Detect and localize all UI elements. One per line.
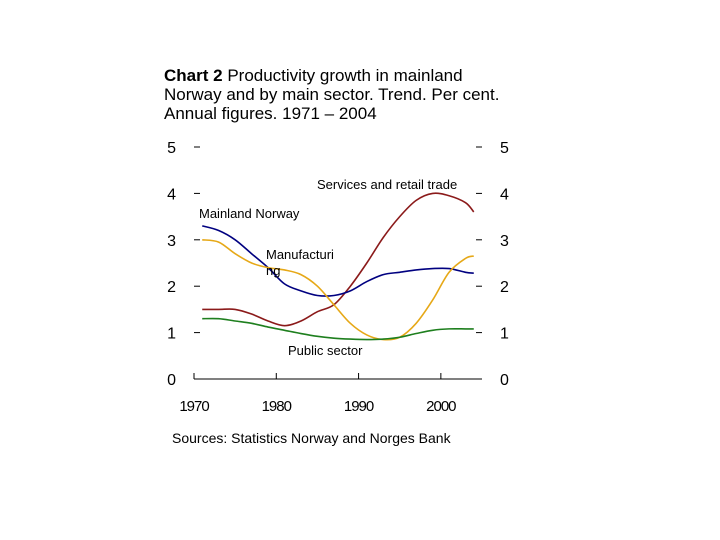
series-line-mainland-norway bbox=[202, 225, 474, 297]
x-tick-label: 1970 bbox=[179, 398, 209, 415]
series-label-line: ng bbox=[266, 263, 280, 278]
y-tick-label-right: 0 bbox=[500, 372, 509, 389]
series-line-manufacturing bbox=[202, 239, 474, 341]
chart-source: Sources: Statistics Norway and Norges Ba… bbox=[172, 430, 451, 446]
chart-number: Chart 2 bbox=[164, 66, 223, 85]
y-tick-label-right: 1 bbox=[500, 326, 509, 343]
series-label-line: Manufacturi bbox=[266, 247, 334, 262]
series-label-line: Public sector bbox=[288, 343, 363, 358]
chart-axes: 0 0 1 1 2 2 3 3 4 4 5 5 1970 1980 1990 2000 bbox=[167, 140, 509, 415]
y-tick-label-left: 5 bbox=[167, 140, 176, 157]
y-tick-label-left: 1 bbox=[167, 326, 176, 343]
x-tick-label: 1980 bbox=[262, 398, 292, 415]
y-tick-label-right: 5 bbox=[500, 140, 509, 157]
series-label-line: Services and retail trade bbox=[317, 177, 457, 192]
x-tick-label: 1990 bbox=[344, 398, 374, 415]
y-tick-label-left: 2 bbox=[167, 279, 176, 296]
chart-series-labels: Services and retail trade Mainland Norway… bbox=[199, 177, 457, 358]
y-tick-label-left: 0 bbox=[167, 372, 176, 389]
chart-title: Chart 2 Productivity growth in mainland … bbox=[164, 66, 504, 123]
series-label: Manufacturi ng bbox=[266, 247, 334, 278]
x-tick-label: 2000 bbox=[426, 398, 456, 415]
series-label-line: Mainland Norway bbox=[199, 206, 300, 221]
y-tick-label-left: 4 bbox=[167, 186, 176, 203]
series-line-services-and-retail-trade bbox=[202, 192, 475, 327]
series-label: Services and retail trade bbox=[317, 177, 457, 192]
chart-series-lines bbox=[202, 192, 475, 341]
y-tick-label-right: 4 bbox=[500, 186, 509, 203]
series-line-public-sector bbox=[202, 317, 474, 341]
series-label: Mainland Norway bbox=[199, 206, 300, 221]
series-label: Public sector bbox=[288, 343, 363, 358]
y-tick-label-right: 2 bbox=[500, 279, 509, 296]
chart-title-text: Productivity growth in mainland Norway a… bbox=[164, 66, 500, 123]
y-tick-label-right: 3 bbox=[500, 233, 509, 250]
y-tick-label-left: 3 bbox=[167, 233, 176, 250]
